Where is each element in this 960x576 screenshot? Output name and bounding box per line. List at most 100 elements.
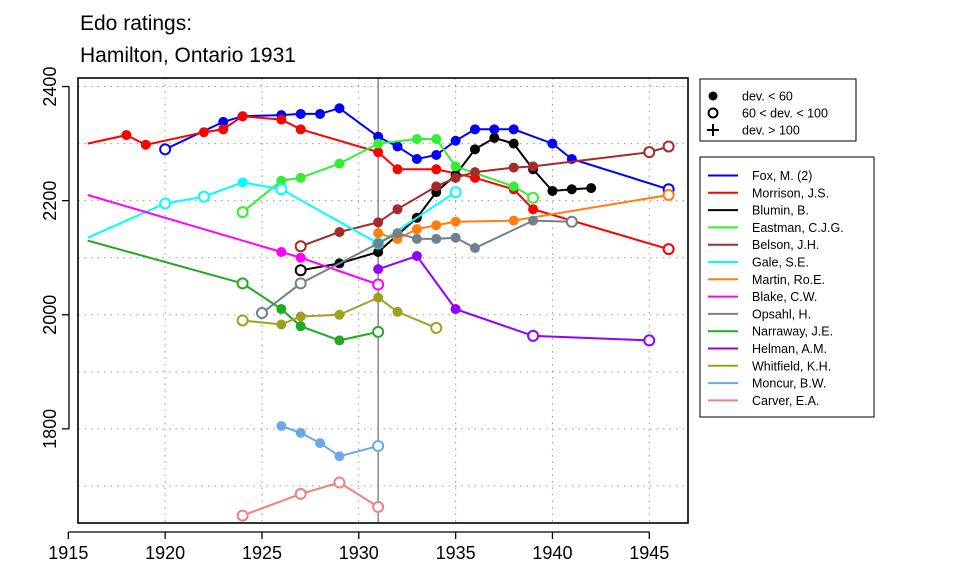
- legend-label: Blumin, B.: [752, 204, 809, 218]
- data-point: [373, 264, 384, 275]
- data-point: [237, 111, 248, 122]
- x-tick-label: 1945: [629, 543, 669, 563]
- series-blake-c-w: [87, 194, 385, 291]
- y-tick-label: 1800: [40, 409, 60, 449]
- y-tick-label: 2000: [40, 295, 60, 335]
- x-tick-label: 1935: [436, 543, 476, 563]
- series-whitfield-k-h: [236, 292, 443, 334]
- marker-legend-box: [699, 78, 857, 142]
- data-point: [392, 141, 403, 152]
- data-point: [295, 427, 306, 438]
- data-point: [334, 227, 345, 238]
- data-point: [469, 144, 480, 155]
- data-point: [372, 439, 385, 452]
- data-point: [295, 124, 306, 135]
- legend-label: Gale, S.E.: [752, 256, 809, 270]
- data-point: [469, 124, 480, 135]
- data-point: [450, 216, 461, 227]
- data-point: [662, 243, 675, 256]
- data-point: [528, 215, 539, 226]
- data-point: [450, 161, 461, 172]
- data-point: [449, 186, 462, 199]
- data-point: [528, 161, 539, 172]
- data-point: [295, 321, 306, 332]
- data-point: [527, 329, 540, 342]
- data-point: [392, 204, 403, 215]
- data-point: [450, 135, 461, 146]
- data-point: [334, 451, 345, 462]
- data-point: [643, 334, 656, 347]
- data-point: [469, 243, 480, 254]
- data-point: [275, 183, 288, 196]
- series-line: [87, 239, 379, 342]
- data-point: [450, 304, 461, 315]
- data-point: [295, 311, 306, 322]
- data-point: [508, 124, 519, 135]
- data-point: [159, 197, 172, 210]
- data-point: [236, 277, 249, 290]
- data-point: [662, 188, 675, 201]
- data-point: [373, 238, 384, 249]
- series-gale-s-e: [87, 177, 462, 250]
- data-point: [276, 421, 287, 432]
- legend-label: Opsahl, H.: [752, 307, 811, 321]
- data-point: [373, 292, 384, 303]
- data-point: [566, 184, 577, 195]
- data-point: [643, 146, 656, 159]
- data-point: [236, 206, 249, 219]
- data-point: [373, 138, 384, 149]
- filled-circle-marker: [708, 91, 718, 101]
- data-point: [334, 335, 345, 346]
- series-fox-m-2: [159, 103, 675, 196]
- series-belson-j-h: [294, 140, 675, 253]
- data-point: [450, 232, 461, 243]
- marker-legend-label: dev. > 100: [742, 124, 800, 138]
- data-point: [159, 143, 172, 156]
- series-legend-box: [699, 156, 875, 418]
- data-point: [489, 124, 500, 135]
- data-point: [334, 158, 345, 169]
- data-point: [276, 175, 287, 186]
- data-point: [373, 131, 384, 142]
- data-point: [392, 164, 403, 175]
- data-point: [218, 124, 229, 135]
- series-narraway-j-e: [87, 239, 385, 346]
- data-point: [431, 150, 442, 161]
- series-blumin-b: [294, 132, 597, 277]
- data-point: [431, 181, 442, 192]
- data-point: [198, 127, 209, 138]
- series-line: [300, 136, 592, 272]
- data-point: [547, 138, 558, 149]
- data-point: [565, 215, 578, 228]
- x-tick-label: 1930: [339, 543, 379, 563]
- legend-label: Whitfield, K.H.: [752, 359, 831, 373]
- data-point: [508, 162, 519, 173]
- data-point: [373, 228, 384, 239]
- marker-legend-label: dev. < 60: [742, 90, 793, 104]
- data-point: [294, 264, 307, 277]
- data-point: [411, 154, 422, 165]
- data-point: [315, 108, 326, 119]
- data-point: [508, 181, 519, 192]
- data-point: [411, 224, 422, 235]
- data-point: [197, 190, 210, 203]
- data-point: [392, 228, 403, 239]
- data-point: [411, 251, 422, 261]
- data-point: [276, 114, 287, 125]
- series-line: [87, 194, 379, 286]
- data-point: [140, 139, 151, 150]
- data-point: [373, 247, 384, 258]
- data-point: [121, 130, 132, 141]
- data-point: [294, 487, 307, 500]
- data-point: [431, 134, 442, 145]
- data-point: [295, 172, 306, 183]
- series-moncur-b-w: [276, 421, 385, 462]
- data-point: [295, 252, 306, 263]
- open-circle-marker: [707, 107, 719, 119]
- data-point: [392, 306, 403, 317]
- data-point: [315, 438, 326, 449]
- legend-label: Morrison, J.S.: [752, 186, 829, 200]
- data-point: [547, 185, 558, 196]
- data-point: [334, 103, 345, 114]
